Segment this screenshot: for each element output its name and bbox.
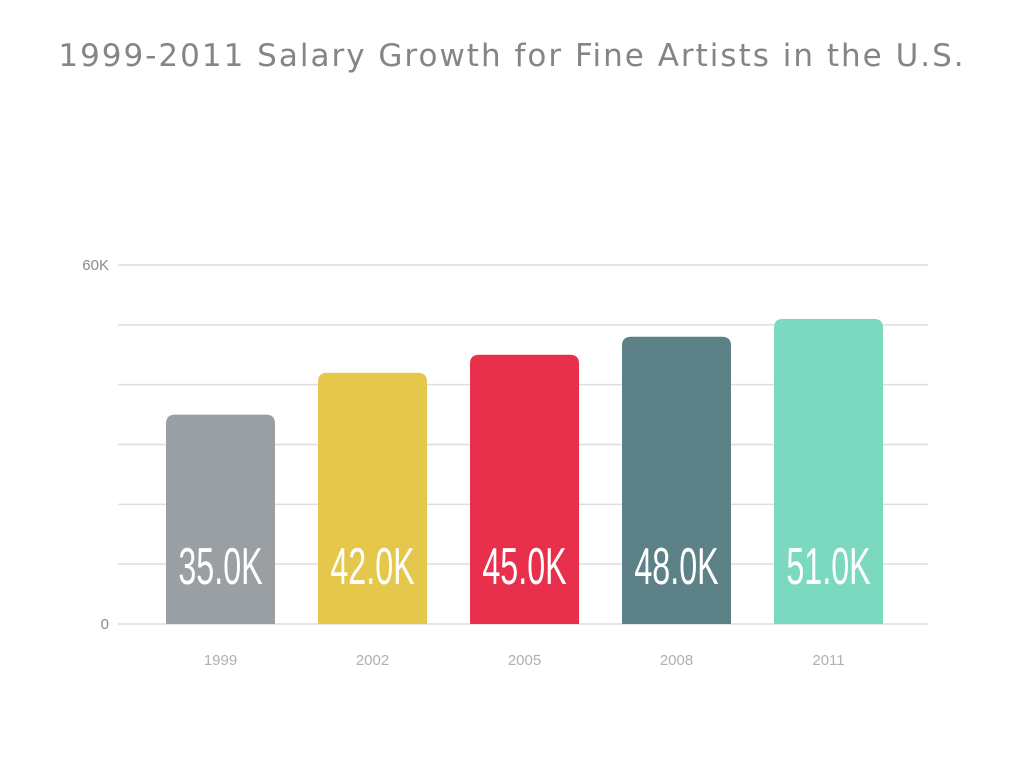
x-tick-label: 2011 (812, 652, 844, 669)
y-tick-label: 0 (101, 616, 109, 633)
bar-2008 (622, 336, 731, 624)
x-tick-label: 2002 (356, 652, 389, 669)
x-tick-label: 2005 (508, 652, 541, 669)
y-tick-label: 60K (82, 257, 109, 274)
bar-value-label: 42.0K (330, 538, 414, 596)
bar-2011 (774, 318, 883, 624)
bar-2002 (318, 372, 427, 624)
bar-value-label: 51.0K (786, 538, 870, 596)
bar-1999 (166, 414, 275, 624)
bar-value-label: 48.0K (634, 538, 718, 596)
bar-value-label: 45.0K (482, 538, 566, 596)
bar-value-label: 35.0K (178, 538, 262, 596)
x-tick-label: 1999 (204, 652, 237, 669)
x-tick-label: 2008 (660, 652, 693, 669)
chart-title: 1999-2011 Salary Growth for Fine Artists… (58, 38, 966, 74)
bar-2005 (470, 354, 579, 624)
